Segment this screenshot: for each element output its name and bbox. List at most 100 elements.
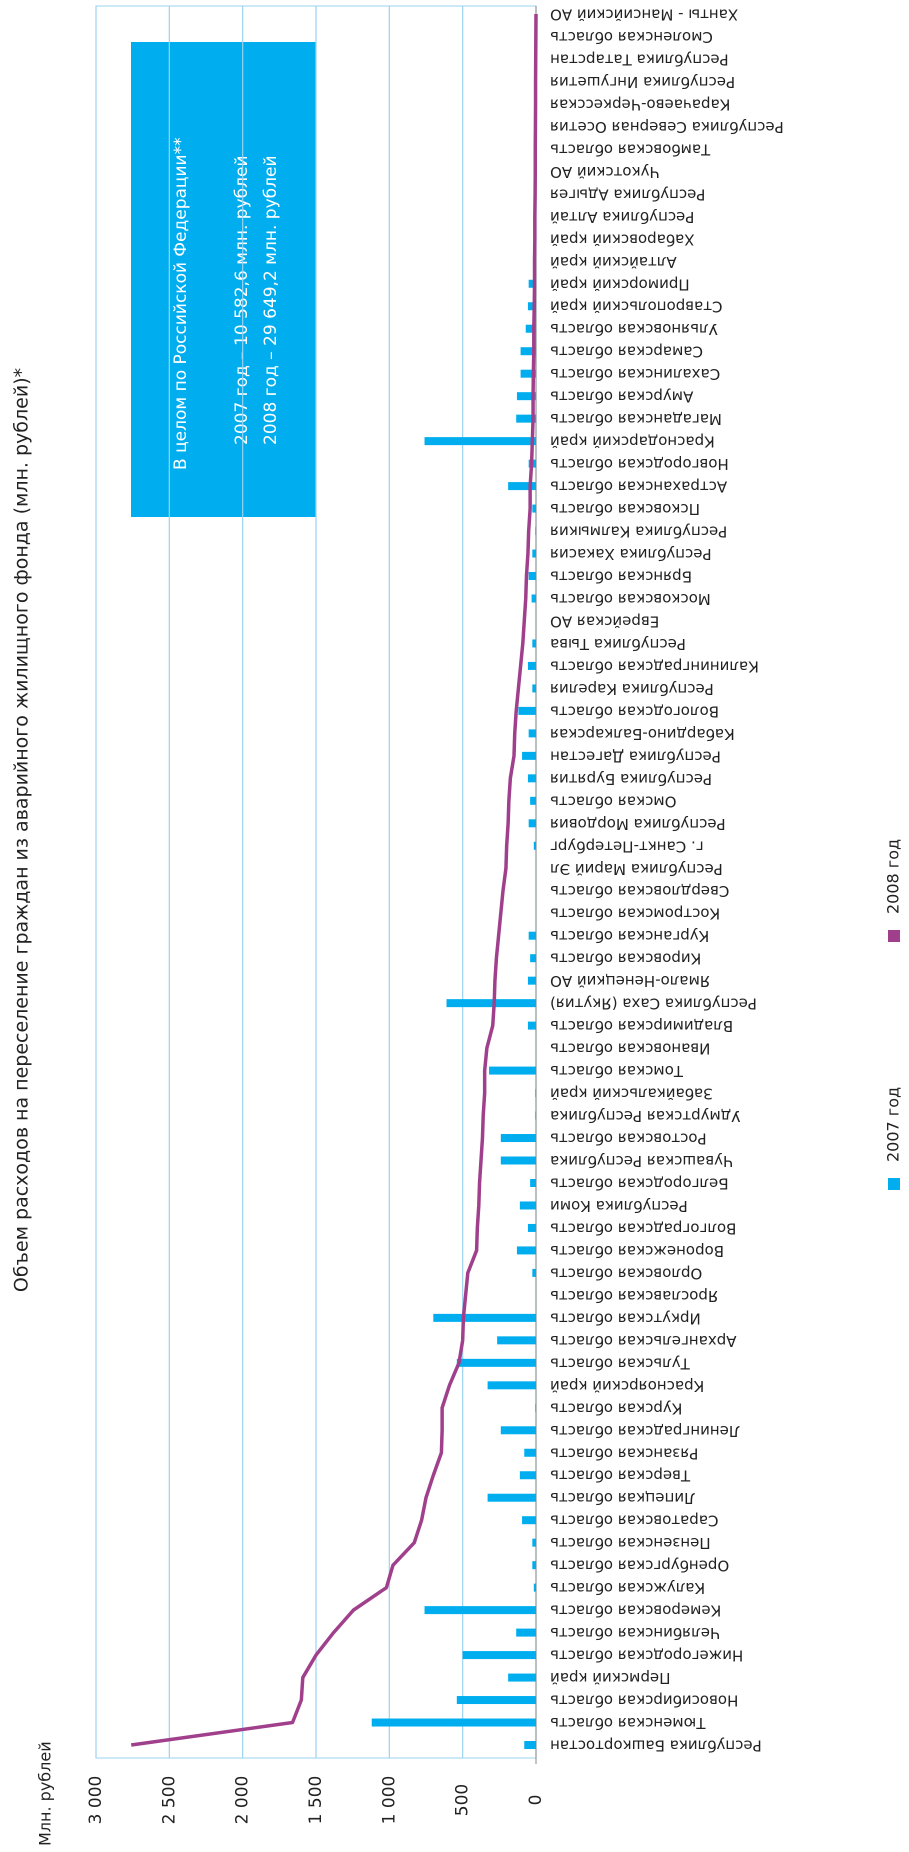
x-tick-label: Чукотский АО [550,163,660,181]
x-tick-label: Воронежская область [550,1242,724,1260]
x-tick-label: Чувашская Республика [550,1152,733,1170]
x-tick-label: Забайкальский край [550,1085,713,1103]
x-tick-label: Сахалинская область [550,365,720,383]
bar [500,1426,536,1435]
bar [530,1178,536,1187]
bar [487,1493,536,1502]
x-tick-label: Самарская область [550,343,703,361]
bar [516,414,536,423]
x-tick-label: Республика Саха (Якутия) [550,995,757,1013]
y-axis-label: Млн. рублей [36,1741,55,1846]
bar [516,392,536,401]
x-tick-label: Кемеровская область [550,1602,721,1620]
y-tick-label: 0 [526,1795,546,1806]
x-tick-label: Республика Дагестан [550,747,721,765]
bar [532,549,536,558]
x-tick-label: Карачаево-Черкесская [550,95,730,113]
x-tick-label: Астраханская область [550,478,727,496]
x-tick-label: Свердловская область [550,882,729,900]
x-tick-label: Краснодарский край [550,433,715,451]
x-tick-label: Смоленская область [550,28,713,46]
x-tick-label: Омская область [550,792,676,810]
bar [456,1358,536,1367]
y-tick-label: 2 500 [159,1776,179,1825]
x-tick-label: Новосибирская область [550,1692,738,1710]
x-tick-label: Республика Хакасия [550,545,712,563]
bar [528,572,536,581]
bar [527,976,536,985]
bar [527,661,536,670]
bar [527,1021,536,1030]
x-tick-label: Удмуртская Республика [550,1107,740,1125]
bar [424,437,536,446]
x-tick-label: Амурская область [550,388,693,406]
x-tick-label: Липецкая область [550,1489,695,1507]
bar [516,1628,536,1637]
x-tick-label: Республика Северная Осетия [550,118,784,136]
x-tick-label: Оренбургская область [550,1557,729,1575]
bar [532,1538,536,1547]
y-tick-label: 1 000 [379,1776,399,1825]
bar [500,1156,536,1165]
x-tick-label: Республика Карелия [550,680,714,698]
bar [530,796,536,805]
x-tick-label: Волгоградская область [550,1219,736,1237]
x-tick-label: Ямало-Ненецкий АО [550,972,710,990]
x-tick-label: Белгородская область [550,1174,729,1192]
x-tick-label: Республика Ингушетия [550,73,735,91]
x-tick-label: г. Санкт-Петербург [550,837,704,855]
bar [532,1268,536,1277]
x-tick-label: Пермский край [550,1669,670,1687]
bar [456,1696,536,1705]
x-tick-label: Пензенская область [550,1534,711,1552]
bar [535,527,536,536]
bar [522,751,536,760]
bar [533,841,536,850]
bar [520,369,536,378]
x-tick-label: Томская область [550,1062,684,1080]
x-tick-label: Республика Адыгея [550,185,705,203]
x-tick-label: Челябинская область [550,1624,720,1642]
x-tick-label: Тюменская область [550,1714,706,1732]
x-tick-label: Хабаровский край [550,230,695,248]
x-tick-label: Калининградская область [550,657,759,675]
bar [516,1246,536,1255]
y-tick-label: 500 [453,1784,473,1816]
bar [446,999,536,1008]
bar [531,594,536,603]
bar [535,1089,536,1098]
x-tick-label: Ульяновская область [550,320,718,338]
x-tick-label: Калужская область [550,1579,705,1597]
legend-label: 2007 год [884,1087,903,1162]
bar [535,1403,536,1412]
bar [535,1111,536,1120]
bar [518,706,536,715]
x-tick-label: Владимирская область [550,1017,733,1035]
x-tick-label: Московская область [550,590,711,608]
bar [424,1606,536,1615]
x-tick-label: Ивановская область [550,1040,710,1058]
bar [462,1651,536,1660]
x-tick-label: Кировская область [550,950,701,968]
line [130,13,538,1747]
bar [497,1336,536,1345]
bar [527,302,536,311]
bar [520,347,536,356]
x-tick-label: Республика Марий Эл [550,860,723,878]
x-tick-label: Еврейская АО [550,612,659,630]
bar [489,1066,536,1075]
x-tick-label: Костромская область [550,905,720,923]
x-tick-label: Кабардино-Балкарская [550,725,735,743]
x-tick-label: Красноярский край [550,1377,704,1395]
x-tick-label: Тульская область [550,1354,691,1372]
bar [524,1448,536,1457]
bar [528,729,536,738]
bar [527,774,536,783]
x-tick-label: Нижегородская область [550,1647,743,1665]
x-tick-label: Тамбовская область [550,140,711,158]
bar [487,1381,536,1390]
legend-label: 2008 год [884,839,903,914]
bar [530,954,536,963]
info-box-line: 2007 год – 10 582,6 млн. рублей [232,156,252,446]
